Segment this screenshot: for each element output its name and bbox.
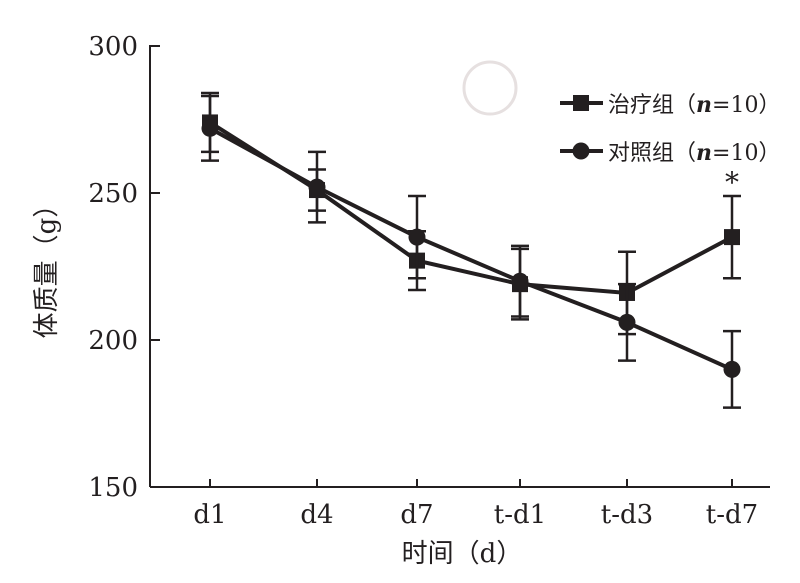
legend: 治疗组（n=10） 对照组（n=10）	[462, 60, 780, 166]
data-point-circle	[723, 360, 741, 378]
legend-circle-icon	[572, 142, 590, 160]
data-point-circle	[408, 228, 426, 246]
data-point-circle	[511, 272, 529, 290]
data-point-square	[724, 229, 740, 246]
series-layer: *	[201, 91, 741, 409]
y-tick-label: 200	[88, 326, 138, 356]
data-point-circle	[201, 119, 219, 137]
watermark-seal-icon	[462, 60, 518, 116]
legend-square-icon	[573, 95, 589, 111]
x-axis-label: 时间（d）	[402, 539, 523, 569]
x-tick-label: d1	[193, 500, 226, 530]
series-line	[209, 126, 733, 372]
y-tick-label: 300	[88, 32, 138, 62]
y-tick-label: 250	[88, 179, 138, 209]
series-control	[201, 94, 741, 409]
significance-asterisk: *	[725, 166, 739, 199]
x-tick-label: t-d7	[706, 500, 758, 530]
x-tick-label: d7	[400, 500, 433, 530]
legend-label: 对照组（n=10）	[608, 140, 780, 166]
data-point-circle	[618, 313, 636, 331]
x-tick-label: t-d1	[494, 500, 546, 530]
y-axis-label: 体质量（g）	[32, 192, 62, 339]
legend-label: 治疗组（n=10）	[608, 92, 780, 118]
x-tick-label: t-d3	[601, 500, 653, 530]
series-treatment	[201, 91, 741, 336]
y-tick-label: 150	[88, 473, 138, 503]
x-tick-label: d4	[300, 500, 333, 530]
axes: 150 200 250 300 d1 d4 d7 t-d1 t-d3 t-d7	[88, 32, 770, 530]
data-point-circle	[308, 178, 326, 196]
